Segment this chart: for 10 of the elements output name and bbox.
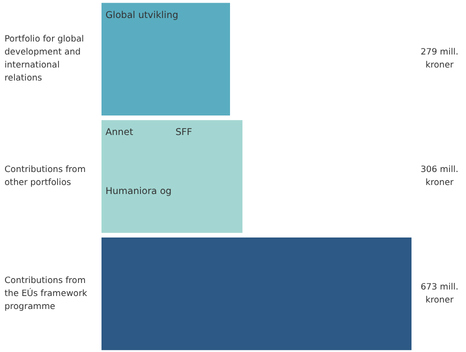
y-tick-label: Contributions from the EÚs framework programme — [4, 276, 88, 312]
data-label: 306 mill. kroner — [420, 165, 458, 188]
y-tick-label: Contributions from other portfolios — [4, 165, 86, 188]
data-label: 673 mill. kroner — [420, 282, 458, 306]
y-tick-label: Portfolio for global development and international relations — [4, 34, 84, 84]
annotation: Humaniora og — [106, 186, 172, 197]
annotation: Annet — [106, 127, 134, 138]
annotation: Global utvikling — [106, 10, 178, 21]
annotation: SFF — [176, 127, 192, 138]
data-label: 279 mill. kroner — [420, 48, 458, 71]
